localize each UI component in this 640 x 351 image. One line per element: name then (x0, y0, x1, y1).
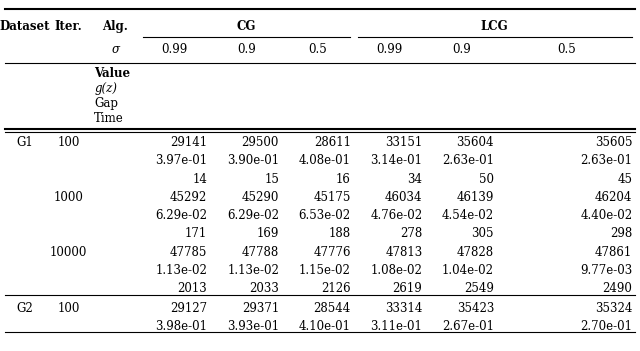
Text: 2033: 2033 (249, 282, 279, 295)
Text: Alg.: Alg. (102, 20, 129, 33)
Text: Gap: Gap (94, 97, 118, 111)
Text: 34: 34 (408, 172, 422, 186)
Text: 45175: 45175 (314, 191, 351, 204)
Text: 1.13e-02: 1.13e-02 (227, 264, 279, 277)
Text: 2.63e-01: 2.63e-01 (442, 154, 494, 167)
Text: 2619: 2619 (393, 282, 422, 295)
Text: 4.40e-02: 4.40e-02 (580, 209, 632, 222)
Text: g(z): g(z) (94, 82, 117, 95)
Text: 0.5: 0.5 (557, 42, 576, 56)
Text: 4.10e-01: 4.10e-01 (299, 320, 351, 333)
Text: 169: 169 (257, 227, 279, 240)
Text: 10000: 10000 (50, 245, 88, 259)
Text: 2126: 2126 (321, 282, 351, 295)
Text: 29371: 29371 (242, 302, 279, 315)
Text: 0.9: 0.9 (452, 42, 471, 56)
Text: 3.93e-01: 3.93e-01 (227, 320, 279, 333)
Text: 15: 15 (264, 172, 279, 186)
Text: 188: 188 (328, 227, 351, 240)
Text: 35324: 35324 (595, 302, 632, 315)
Text: 1.13e-02: 1.13e-02 (156, 264, 207, 277)
Text: 6.53e-02: 6.53e-02 (299, 209, 351, 222)
Text: 6.29e-02: 6.29e-02 (156, 209, 207, 222)
Text: 47776: 47776 (313, 245, 351, 259)
Text: Time: Time (94, 112, 124, 126)
Text: 47813: 47813 (385, 245, 422, 259)
Text: 46034: 46034 (385, 191, 422, 204)
Text: 46139: 46139 (457, 191, 494, 204)
Text: 29141: 29141 (170, 136, 207, 149)
Text: 14: 14 (193, 172, 207, 186)
Text: 2.67e-01: 2.67e-01 (442, 320, 494, 333)
Text: 0.5: 0.5 (308, 42, 328, 56)
Text: 3.11e-01: 3.11e-01 (371, 320, 422, 333)
Text: 33151: 33151 (385, 136, 422, 149)
Text: 3.97e-01: 3.97e-01 (156, 154, 207, 167)
Text: 2.63e-01: 2.63e-01 (580, 154, 632, 167)
Text: CG: CG (237, 20, 256, 33)
Text: σ: σ (111, 42, 120, 56)
Text: 6.29e-02: 6.29e-02 (227, 209, 279, 222)
Text: 171: 171 (185, 227, 207, 240)
Text: 278: 278 (400, 227, 422, 240)
Text: 0.9: 0.9 (237, 42, 256, 56)
Text: 100: 100 (58, 136, 80, 149)
Text: 4.08e-01: 4.08e-01 (299, 154, 351, 167)
Text: 298: 298 (610, 227, 632, 240)
Text: 28611: 28611 (314, 136, 351, 149)
Text: 28544: 28544 (314, 302, 351, 315)
Text: 1.15e-02: 1.15e-02 (299, 264, 351, 277)
Text: 47828: 47828 (457, 245, 494, 259)
Text: LCG: LCG (481, 20, 509, 33)
Text: 1.08e-02: 1.08e-02 (371, 264, 422, 277)
Text: 45: 45 (618, 172, 632, 186)
Text: 29500: 29500 (242, 136, 279, 149)
Text: 35423: 35423 (457, 302, 494, 315)
Text: 33314: 33314 (385, 302, 422, 315)
Text: 4.54e-02: 4.54e-02 (442, 209, 494, 222)
Text: Value: Value (94, 67, 130, 80)
Text: 0.99: 0.99 (161, 42, 188, 56)
Text: 2.70e-01: 2.70e-01 (580, 320, 632, 333)
Text: 4.76e-02: 4.76e-02 (371, 209, 422, 222)
Text: 35605: 35605 (595, 136, 632, 149)
Text: 305: 305 (472, 227, 494, 240)
Text: 50: 50 (479, 172, 494, 186)
Text: 45290: 45290 (242, 191, 279, 204)
Text: 1000: 1000 (54, 191, 84, 204)
Text: 3.14e-01: 3.14e-01 (371, 154, 422, 167)
Text: 45292: 45292 (170, 191, 207, 204)
Text: Dataset: Dataset (0, 20, 50, 33)
Text: 2013: 2013 (178, 282, 207, 295)
Text: G2: G2 (17, 302, 33, 315)
Text: 29127: 29127 (170, 302, 207, 315)
Text: Iter.: Iter. (55, 20, 83, 33)
Text: 47788: 47788 (242, 245, 279, 259)
Text: 46204: 46204 (595, 191, 632, 204)
Text: G1: G1 (17, 136, 33, 149)
Text: 9.77e-03: 9.77e-03 (580, 264, 632, 277)
Text: 2549: 2549 (464, 282, 494, 295)
Text: 100: 100 (58, 302, 80, 315)
Text: 3.90e-01: 3.90e-01 (227, 154, 279, 167)
Text: 47785: 47785 (170, 245, 207, 259)
Text: 16: 16 (336, 172, 351, 186)
Text: 35604: 35604 (456, 136, 494, 149)
Text: 3.98e-01: 3.98e-01 (156, 320, 207, 333)
Text: 2490: 2490 (602, 282, 632, 295)
Text: 47861: 47861 (595, 245, 632, 259)
Text: 0.99: 0.99 (376, 42, 403, 56)
Text: 1.04e-02: 1.04e-02 (442, 264, 494, 277)
